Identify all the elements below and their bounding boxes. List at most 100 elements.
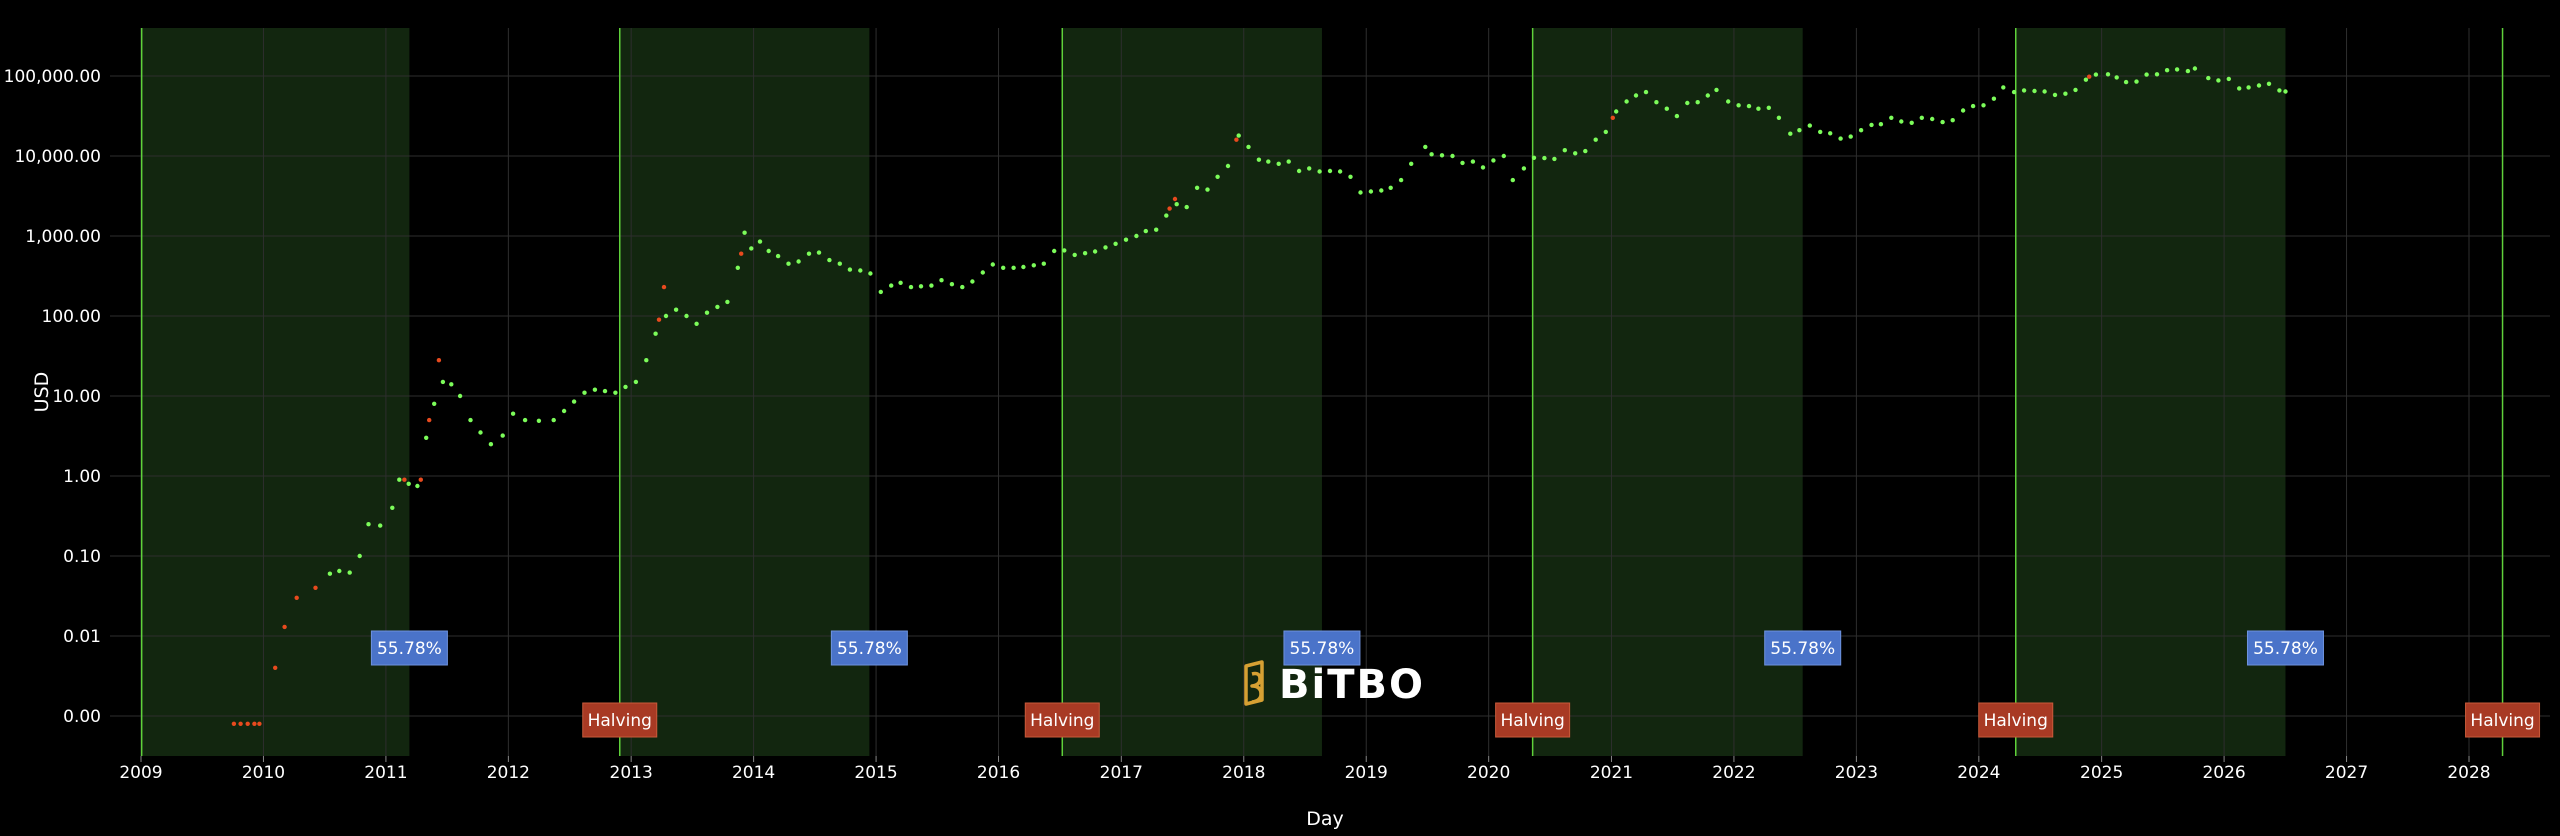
data-point: [592, 387, 598, 392]
data-point: [510, 411, 516, 416]
data-point: [1583, 148, 1588, 154]
data-point: [2144, 72, 2149, 77]
data-point: [1256, 157, 1262, 162]
halving-label-text: Halving: [2470, 711, 2534, 731]
data-point: [1858, 128, 1864, 133]
data-point: [929, 283, 934, 288]
x-tick-label: 2016: [977, 763, 1020, 783]
data-point: [1031, 263, 1037, 268]
data-point: [725, 299, 730, 305]
x-tick-label: 2025: [2080, 763, 2123, 783]
data-point: [1167, 206, 1172, 211]
data-point: [1970, 103, 1976, 109]
data-point: [2073, 87, 2078, 93]
data-point: [2256, 83, 2262, 88]
data-point: [1092, 249, 1098, 254]
y-tick-label: 1.00: [63, 467, 101, 487]
data-point: [1470, 159, 1476, 164]
data-point: [561, 408, 567, 414]
pct-label-box: [1283, 630, 1361, 666]
data-point: [602, 388, 608, 394]
data-point: [2011, 89, 2017, 95]
data-point: [536, 418, 542, 423]
data-point: [806, 251, 812, 256]
pct-label-text: 55.78%: [377, 639, 442, 659]
data-point: [980, 270, 985, 275]
data-point: [252, 721, 257, 726]
data-point: [673, 307, 679, 312]
data-point: [2164, 68, 2170, 73]
shaded-period-2: [619, 28, 870, 756]
y-tick-label: 10,000.00: [14, 147, 101, 167]
shaded-period-5: [2015, 28, 2286, 756]
data-point: [1225, 163, 1231, 169]
data-point: [868, 271, 873, 276]
y-tick-label: 1,000.00: [25, 227, 101, 247]
data-point: [357, 553, 362, 559]
data-point: [633, 379, 639, 385]
data-point: [1327, 168, 1333, 174]
data-point: [440, 379, 446, 385]
data-point: [1714, 87, 1719, 93]
pct-label-text: 55.78%: [2253, 639, 2318, 659]
data-point: [2123, 79, 2129, 85]
halving-label-2: Halving: [1024, 702, 1100, 738]
y-tick-label: 100,000.00: [4, 67, 101, 87]
data-point: [1001, 265, 1006, 270]
halving-label-3: Halving: [1495, 702, 1571, 738]
data-point: [390, 505, 395, 510]
data-point: [522, 417, 528, 423]
data-point: [1103, 245, 1108, 250]
data-point: [1072, 252, 1077, 258]
data-point: [749, 246, 754, 251]
data-point: [1705, 93, 1711, 98]
data-point: [1423, 144, 1428, 150]
data-point: [1113, 241, 1118, 246]
data-point: [2087, 74, 2092, 79]
data-point: [2032, 88, 2037, 94]
data-point: [1991, 96, 1997, 101]
halving-label-1: Halving: [582, 702, 658, 738]
data-point: [2105, 72, 2111, 77]
data-point: [739, 251, 744, 256]
data-point: [2042, 89, 2047, 94]
halving-label-4: Halving: [1978, 702, 2054, 738]
data-point: [2185, 68, 2191, 74]
data-point: [1379, 188, 1384, 193]
halving-label-text: Halving: [1984, 711, 2048, 731]
data-point: [1838, 136, 1843, 141]
data-point: [478, 430, 483, 435]
data-point: [1358, 190, 1363, 195]
pct-label-box: [1764, 630, 1842, 666]
data-point: [2237, 86, 2242, 91]
x-tick-label: 2017: [1100, 763, 1143, 783]
data-point: [1756, 106, 1761, 111]
data-point: [775, 253, 781, 259]
bitbo-logo-icon: [1244, 660, 1264, 706]
x-tick-label: 2021: [1590, 763, 1633, 783]
data-point: [1348, 174, 1353, 179]
data-point: [347, 570, 352, 575]
pct-label-text: 55.78%: [1770, 639, 1835, 659]
data-point: [1246, 144, 1251, 150]
data-point: [468, 417, 473, 423]
data-point: [970, 279, 975, 284]
data-point: [656, 317, 662, 322]
data-point: [1919, 115, 1925, 121]
pct-label-2: 55.78%: [830, 630, 908, 666]
x-tick-label: 2009: [119, 763, 162, 783]
data-point: [1317, 169, 1322, 174]
data-point: [449, 382, 454, 387]
data-point: [1603, 129, 1609, 135]
bitbo-logo-wordmark: BiTBO: [1279, 662, 1425, 708]
halving-label-text: Halving: [588, 711, 652, 731]
data-point: [402, 477, 407, 482]
data-point: [1215, 174, 1220, 179]
data-point: [1746, 103, 1752, 109]
data-point: [1807, 123, 1813, 128]
data-point: [436, 358, 442, 363]
shaded-period-3: [1062, 28, 1322, 756]
data-point: [1337, 169, 1343, 174]
data-point: [1593, 137, 1598, 142]
